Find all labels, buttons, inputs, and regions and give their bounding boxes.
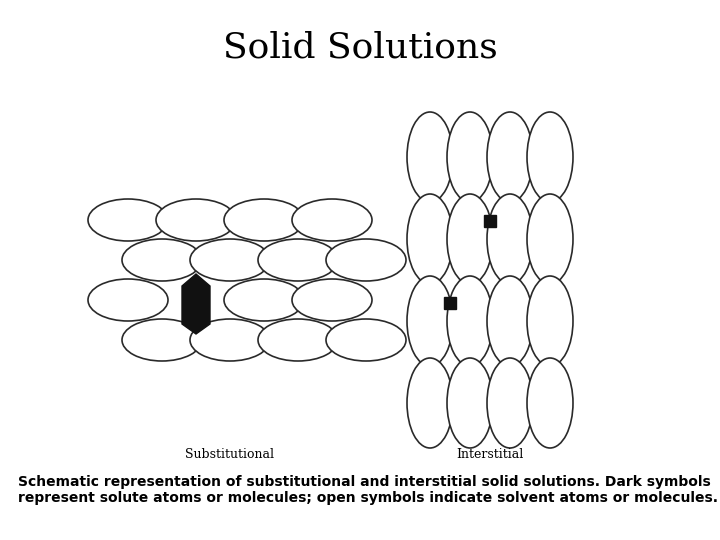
Text: Substitutional: Substitutional	[186, 449, 274, 462]
Ellipse shape	[88, 279, 168, 321]
Ellipse shape	[258, 239, 338, 281]
Ellipse shape	[487, 194, 533, 284]
Ellipse shape	[326, 239, 406, 281]
Ellipse shape	[487, 358, 533, 448]
Ellipse shape	[224, 199, 304, 241]
Ellipse shape	[527, 358, 573, 448]
Ellipse shape	[447, 358, 493, 448]
Ellipse shape	[88, 199, 168, 241]
Ellipse shape	[487, 276, 533, 366]
Ellipse shape	[224, 279, 304, 321]
Ellipse shape	[190, 319, 270, 361]
Text: Schematic representation of substitutional and interstitial solid solutions. Dar: Schematic representation of substitution…	[18, 475, 718, 505]
Ellipse shape	[407, 276, 453, 366]
Ellipse shape	[447, 276, 493, 366]
Ellipse shape	[326, 319, 406, 361]
Ellipse shape	[407, 112, 453, 202]
Ellipse shape	[527, 112, 573, 202]
Ellipse shape	[292, 279, 372, 321]
Ellipse shape	[407, 194, 453, 284]
Text: Solid Solutions: Solid Solutions	[222, 31, 498, 65]
Ellipse shape	[122, 239, 202, 281]
Ellipse shape	[527, 194, 573, 284]
Ellipse shape	[447, 194, 493, 284]
Polygon shape	[182, 274, 210, 334]
Text: Interstitial: Interstitial	[456, 449, 523, 462]
Ellipse shape	[258, 319, 338, 361]
Ellipse shape	[407, 358, 453, 448]
Ellipse shape	[122, 319, 202, 361]
Bar	[444, 297, 456, 309]
Ellipse shape	[487, 112, 533, 202]
Bar	[484, 215, 496, 227]
Ellipse shape	[190, 239, 270, 281]
Ellipse shape	[156, 199, 236, 241]
Ellipse shape	[527, 276, 573, 366]
Ellipse shape	[447, 112, 493, 202]
Ellipse shape	[292, 199, 372, 241]
